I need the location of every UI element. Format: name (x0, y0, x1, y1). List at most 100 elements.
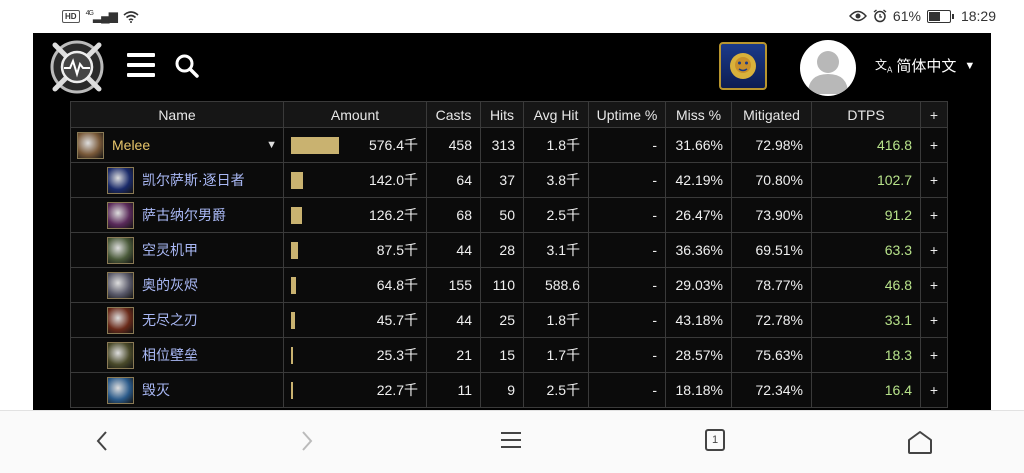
row-name-cell[interactable]: 无尽之刃 (70, 302, 284, 338)
tabs-count-button[interactable]: 1 (705, 429, 725, 451)
browser-nav-bar: 1 (0, 410, 1024, 473)
row-amount: 87.5千 (376, 242, 418, 258)
amount-bar (291, 207, 302, 224)
col-dtps[interactable]: DTPS (811, 101, 921, 128)
forward-icon[interactable] (300, 429, 314, 453)
row-name-cell[interactable]: 萨古纳尔男爵 (70, 197, 284, 233)
expand-plus-button[interactable]: + (920, 127, 948, 163)
row-hits: 37 (480, 162, 524, 198)
col-avg-hit[interactable]: Avg Hit (523, 101, 589, 128)
row-name: 相位壁垒 (142, 347, 198, 363)
table-row[interactable]: 毁灭 22.7千 11 9 2.5千 - 18.18% 72.34% 16.4 … (70, 372, 948, 408)
row-mitigated: 73.90% (731, 197, 812, 233)
sanguinar-icon (107, 201, 134, 229)
row-mitigated: 78.77% (731, 267, 812, 303)
row-amount: 22.7千 (376, 382, 418, 398)
row-amount-cell: 22.7千 (283, 372, 427, 408)
col-miss[interactable]: Miss % (665, 101, 732, 128)
expand-plus-button[interactable]: + (920, 197, 948, 233)
caret-down-icon[interactable]: ▼ (266, 139, 277, 151)
row-mitigated: 72.34% (731, 372, 812, 408)
table-row[interactable]: 萨古纳尔男爵 126.2千 68 50 2.5千 - 26.47% 73.90%… (70, 197, 948, 233)
user-avatar[interactable] (800, 40, 856, 96)
row-dtps: 91.2 (811, 197, 921, 233)
col-hits[interactable]: Hits (480, 101, 524, 128)
network-type: 4G (85, 10, 94, 17)
row-name-cell[interactable]: 奥的灰烬 (70, 267, 284, 303)
row-name: 毁灭 (142, 382, 170, 398)
clock: 18:29 (960, 8, 996, 24)
table-row[interactable]: 奥的灰烬 64.8千 155 110 588.6 - 29.03% 78.77%… (70, 267, 948, 303)
row-miss: 43.18% (665, 302, 732, 338)
row-miss: 18.18% (665, 372, 732, 408)
back-icon[interactable] (95, 429, 109, 453)
row-name-cell[interactable]: 凯尔萨斯·逐日者 (70, 162, 284, 198)
col-mitigated[interactable]: Mitigated (731, 101, 812, 128)
translate-icon: 文A (875, 58, 893, 75)
expand-plus-button[interactable]: + (920, 302, 948, 338)
table-row[interactable]: 无尽之刃 45.7千 44 25 1.8千 - 43.18% 72.78% 33… (70, 302, 948, 338)
search-icon[interactable] (174, 53, 200, 79)
col-amount[interactable]: Amount (283, 101, 427, 128)
col-uptime[interactable]: Uptime % (588, 101, 666, 128)
row-casts: 44 (426, 232, 481, 268)
row-amount: 45.7千 (376, 312, 418, 328)
expand-plus-button[interactable]: + (920, 267, 948, 303)
row-amount: 25.3千 (376, 347, 418, 363)
row-amount: 126.2千 (368, 207, 418, 223)
row-mitigated: 72.98% (731, 127, 812, 163)
row-uptime: - (588, 197, 666, 233)
table-row[interactable]: 空灵机甲 87.5千 44 28 3.1千 - 36.36% 69.51% 63… (70, 232, 948, 268)
row-name-cell[interactable]: Melee ▼ (70, 127, 284, 163)
status-left: HD 4G▂▄▆ (62, 9, 139, 23)
row-uptime: - (588, 267, 666, 303)
col-casts[interactable]: Casts (426, 101, 481, 128)
row-hits: 313 (480, 127, 524, 163)
menu-lines-icon[interactable] (500, 429, 522, 451)
row-miss: 42.19% (665, 162, 732, 198)
menu-icon[interactable] (127, 53, 155, 77)
alarm-icon (873, 9, 887, 23)
amount-bar (291, 382, 293, 399)
battery-fill (928, 11, 940, 21)
table-row[interactable]: 相位壁垒 25.3千 21 15 1.7千 - 28.57% 75.63% 18… (70, 337, 948, 373)
row-uptime: - (588, 232, 666, 268)
row-amount: 64.8千 (376, 277, 418, 293)
expand-plus-button[interactable]: + (920, 372, 948, 408)
amount-bar (291, 277, 296, 294)
row-dtps: 46.8 (811, 267, 921, 303)
site-logo-icon[interactable] (49, 39, 105, 95)
table-row[interactable]: 凯尔萨斯·逐日者 142.0千 64 37 3.8千 - 42.19% 70.8… (70, 162, 948, 198)
row-amount-cell: 25.3千 (283, 337, 427, 373)
expand-plus-button[interactable]: + (920, 232, 948, 268)
row-name-cell[interactable]: 空灵机甲 (70, 232, 284, 268)
damage-taken-table: Name Amount Casts Hits Avg Hit Uptime % … (70, 101, 948, 408)
row-avg-hit: 1.8千 (523, 127, 589, 163)
battery-icon (926, 9, 954, 23)
alliance-faction-icon[interactable] (719, 42, 767, 90)
table-row[interactable]: Melee ▼ 576.4千 458 313 1.8千 - 31.66% 72.… (70, 127, 948, 163)
row-amount-cell: 64.8千 (283, 267, 427, 303)
row-avg-hit: 3.1千 (523, 232, 589, 268)
expand-plus-button[interactable]: + (920, 162, 948, 198)
expand-plus-button[interactable]: + (920, 337, 948, 373)
row-name-cell[interactable]: 毁灭 (70, 372, 284, 408)
damage-taken-table-container: Name Amount Casts Hits Avg Hit Uptime % … (33, 101, 991, 410)
devastation-icon (107, 376, 134, 404)
row-avg-hit: 1.7千 (523, 337, 589, 373)
language-selector[interactable]: 文A 简体中文 ▼ (875, 55, 975, 76)
home-icon[interactable] (906, 429, 934, 455)
kaelthas-icon (107, 166, 134, 194)
battery-percent: 61% (892, 8, 921, 24)
row-hits: 110 (480, 267, 524, 303)
row-name: 奥的灰烬 (142, 277, 198, 293)
row-hits: 28 (480, 232, 524, 268)
chevron-down-icon: ▼ (964, 59, 976, 72)
amount-bar (291, 172, 303, 189)
row-casts: 68 (426, 197, 481, 233)
row-name-cell[interactable]: 相位壁垒 (70, 337, 284, 373)
row-uptime: - (588, 372, 666, 408)
row-mitigated: 70.80% (731, 162, 812, 198)
col-name[interactable]: Name (70, 101, 284, 128)
melee-icon (77, 131, 104, 159)
